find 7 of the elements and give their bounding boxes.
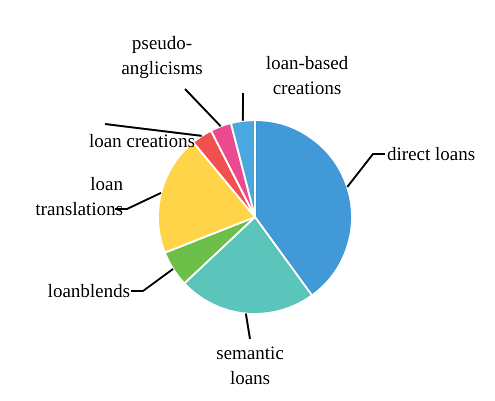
slice-label: loan creations (88, 131, 195, 152)
slice-label: direct loans (387, 144, 476, 165)
slice-label: loan translations (35, 174, 124, 220)
slice-label: semantic loans (216, 343, 284, 389)
slice-label: loan-based creations (266, 53, 349, 99)
slice-label: pseudo-anglicisms (121, 33, 203, 79)
slice-label: loanblends (48, 281, 130, 302)
